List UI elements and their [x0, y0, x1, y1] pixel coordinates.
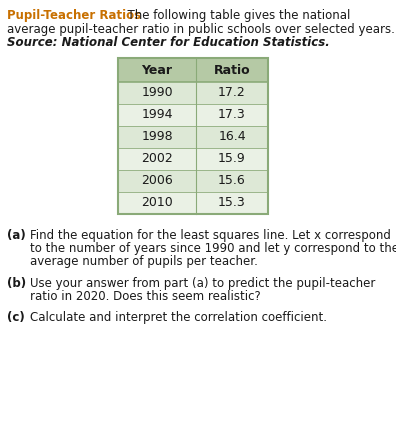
FancyBboxPatch shape	[118, 126, 268, 148]
Text: to the number of years since 1990 and let y correspond to the: to the number of years since 1990 and le…	[30, 242, 396, 255]
Text: 1994: 1994	[141, 108, 173, 122]
Text: (c): (c)	[7, 311, 25, 324]
Text: Find the equation for the least squares line. Let x correspond: Find the equation for the least squares …	[30, 229, 391, 242]
FancyBboxPatch shape	[118, 82, 268, 104]
Text: 16.4: 16.4	[218, 131, 246, 144]
Text: 1990: 1990	[141, 86, 173, 99]
Text: Ratio: Ratio	[214, 63, 250, 76]
FancyBboxPatch shape	[118, 148, 268, 170]
FancyBboxPatch shape	[118, 58, 268, 82]
Text: average pupil-teacher ratio in public schools over selected years.: average pupil-teacher ratio in public sc…	[7, 23, 395, 36]
Text: 17.3: 17.3	[218, 108, 246, 122]
Text: Pupil-Teacher Ratios: Pupil-Teacher Ratios	[7, 9, 141, 22]
Text: 2010: 2010	[141, 197, 173, 210]
Text: 15.3: 15.3	[218, 197, 246, 210]
Text: Year: Year	[141, 63, 173, 76]
Text: Calculate and interpret the correlation coefficient.: Calculate and interpret the correlation …	[30, 311, 327, 324]
Text: average number of pupils per teacher.: average number of pupils per teacher.	[30, 255, 258, 268]
Text: 2002: 2002	[141, 152, 173, 165]
Text: The following table gives the national: The following table gives the national	[120, 9, 350, 22]
FancyBboxPatch shape	[118, 104, 268, 126]
Text: 1998: 1998	[141, 131, 173, 144]
Text: (b): (b)	[7, 276, 26, 289]
FancyBboxPatch shape	[118, 192, 268, 214]
Text: 15.6: 15.6	[218, 174, 246, 187]
Text: 15.9: 15.9	[218, 152, 246, 165]
Text: (a): (a)	[7, 229, 26, 242]
Text: 2006: 2006	[141, 174, 173, 187]
Text: ratio in 2020. Does this seem realistic?: ratio in 2020. Does this seem realistic?	[30, 290, 261, 303]
Text: Source: National Center for Education Statistics.: Source: National Center for Education St…	[7, 36, 330, 49]
Text: Use your answer from part (a) to predict the pupil-teacher: Use your answer from part (a) to predict…	[30, 276, 375, 289]
FancyBboxPatch shape	[118, 170, 268, 192]
Text: 17.2: 17.2	[218, 86, 246, 99]
